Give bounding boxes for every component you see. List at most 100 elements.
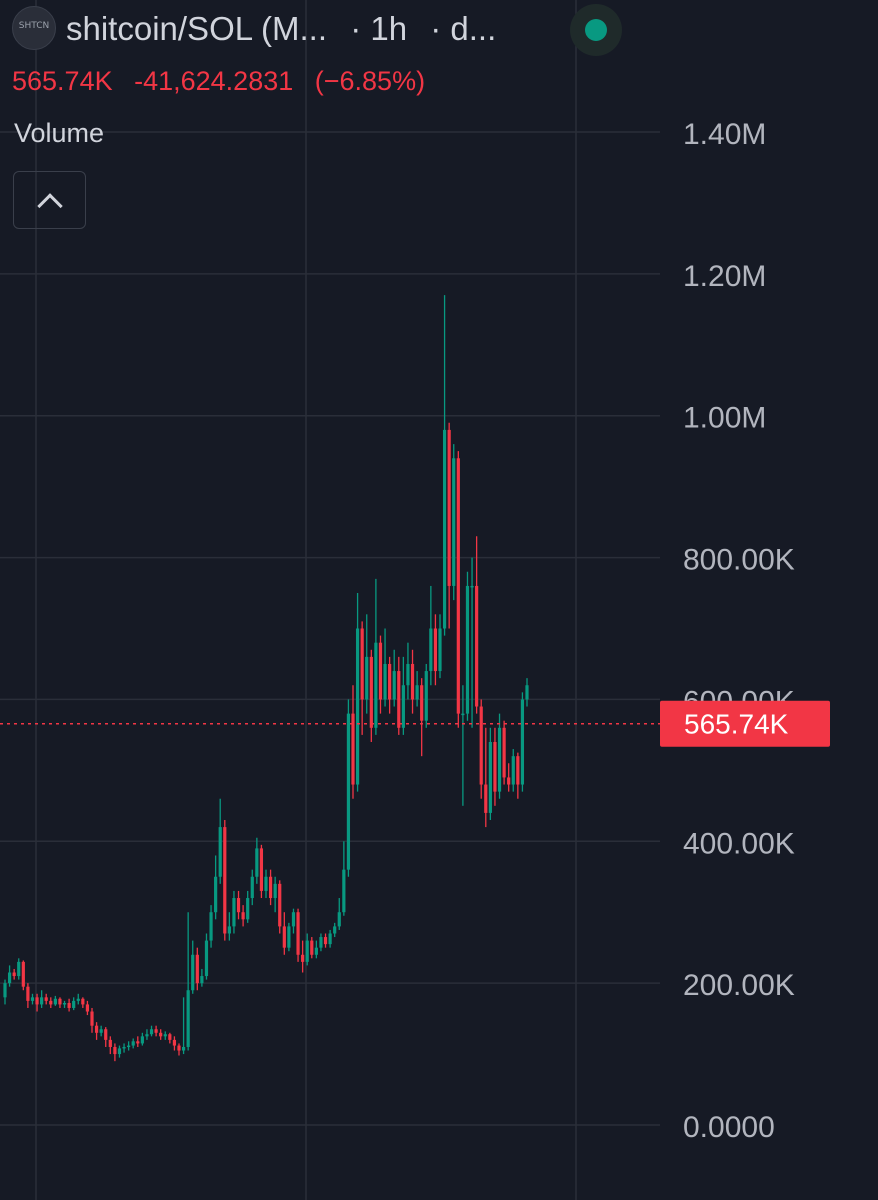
candle [479,699,483,799]
candle [26,983,30,1008]
candle [159,1029,163,1040]
candle [163,1031,167,1040]
y-axis[interactable]: 0.0000200.00K400.00K600.00K800.00K1.00M1… [683,118,795,1144]
candle [214,855,218,920]
candle [401,656,405,735]
candle [35,993,39,1012]
candle-body [21,961,25,987]
candle-body [76,998,80,1001]
candle [49,997,53,1008]
candle-body [406,663,410,686]
candle-body [296,912,300,955]
candle [200,968,204,987]
last-price-tag-box [660,700,830,747]
candle [525,678,529,707]
candle-body [410,663,415,700]
candle-body [145,1034,149,1037]
candle-body [58,998,62,1005]
volume-label[interactable]: Volume [14,118,105,148]
candle-body [26,986,30,1001]
chevron-up-icon[interactable] [13,171,86,229]
candle [438,614,442,679]
symbol-title[interactable]: shitcoin/SOL (M... · 1h · d... [66,10,510,48]
candle-body [246,898,250,920]
candle-body [484,784,488,813]
candle [81,997,85,1008]
candle-body [493,741,497,792]
candle [177,1043,181,1056]
candle-body [287,926,291,948]
candle [85,1000,90,1016]
candle [310,937,314,959]
candle [415,671,419,707]
candle [58,997,62,1008]
candle-body [369,656,373,728]
candle-body [301,954,305,962]
candle-body [511,756,515,785]
candle-body [497,727,502,792]
candle-body [333,926,337,934]
candle-body [465,585,470,714]
token-logo-icon[interactable]: SHTCN [12,6,56,50]
candle [21,960,25,991]
candle-body [323,937,328,945]
candle-body [392,671,396,700]
candle [113,1043,117,1062]
candle-body [7,972,12,984]
candle-body [149,1029,154,1035]
candle [378,635,383,714]
candle [127,1041,131,1051]
candle [511,749,515,792]
candle [195,947,199,991]
y-tick-label: 800.00K [683,544,795,577]
candle [17,958,21,980]
candle-body [181,1046,186,1051]
y-tick-label: 1.40M [683,118,766,151]
candle [488,727,492,821]
candle [461,685,465,806]
candle-body [429,628,433,672]
candle-body [186,990,190,1047]
candle [149,1025,154,1037]
candle-body [3,983,7,998]
candle-body [420,685,424,721]
candle-body [314,947,318,955]
candle-body [12,972,16,977]
candle [209,905,213,948]
candle-body [319,937,323,948]
candle-body [264,876,268,891]
candle [131,1038,135,1049]
candle-body [342,869,346,913]
candle-body [227,926,231,934]
candle [328,929,332,948]
y-tick-label: 0.0000 [683,1111,775,1144]
candle-body [127,1045,131,1048]
candle-body [291,912,296,927]
last-price-tag-label: 565.74K [684,709,789,740]
candle-body [40,997,44,1005]
candle [30,993,35,1005]
candle [246,890,250,923]
candle-body [374,642,378,728]
candle [355,593,360,792]
candle [250,869,254,906]
candle-body [17,961,21,977]
source-label: · d... [430,10,497,47]
candle [484,727,488,828]
price-change: -41,624.2831 [134,66,294,96]
status-dot-icon[interactable] [570,4,622,56]
candle [99,1025,103,1037]
candle-body [442,429,447,629]
candle [305,933,309,966]
y-tick-label: 200.00K [683,969,795,1002]
candle [90,1007,94,1033]
candle [410,649,415,714]
candle [296,908,300,962]
interval-label: · 1h [350,10,408,47]
candle [140,1032,144,1046]
candle [337,898,341,930]
candle-body [452,458,456,586]
candle-body [310,940,314,955]
candle [470,557,474,728]
